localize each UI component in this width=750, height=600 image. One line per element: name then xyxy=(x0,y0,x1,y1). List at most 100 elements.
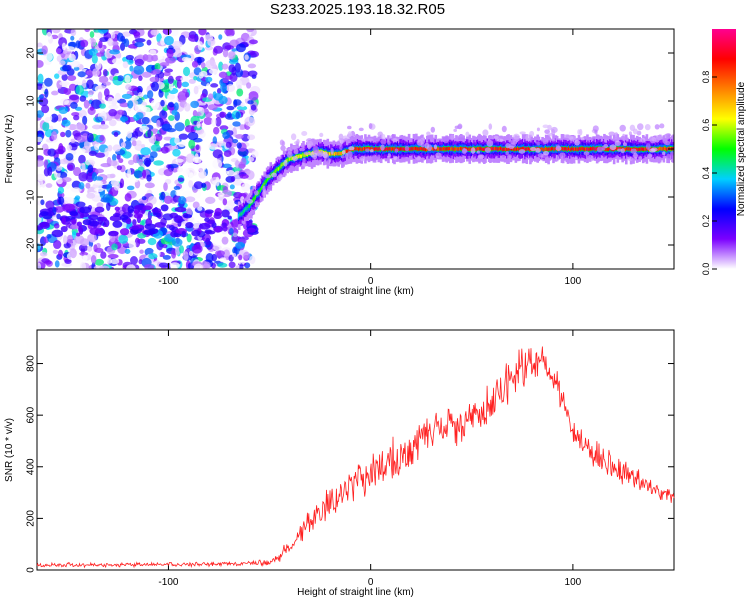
noise-blob xyxy=(228,261,236,269)
noise-blob xyxy=(139,125,150,133)
noise-blob xyxy=(69,223,79,230)
halo-blob xyxy=(574,139,581,146)
noise-blob xyxy=(59,98,70,105)
noise-blob xyxy=(158,262,169,268)
halo-blob xyxy=(416,139,423,146)
noise-blob xyxy=(185,222,194,229)
noise-blob xyxy=(160,204,169,212)
noise-blob xyxy=(41,104,50,114)
halo-blob xyxy=(365,148,370,152)
noise-blob xyxy=(174,122,185,132)
halo-blob xyxy=(591,136,595,140)
noise-blob xyxy=(113,181,121,191)
halo-blob xyxy=(358,127,364,132)
noise-blob xyxy=(76,232,81,237)
noise-blob xyxy=(86,79,94,90)
halo-blob xyxy=(600,156,605,161)
noise-blob xyxy=(99,134,105,141)
noise-blob xyxy=(222,48,229,58)
halo-blob xyxy=(296,138,300,145)
noise-blob xyxy=(102,68,108,77)
noise-blob xyxy=(197,206,203,211)
noise-blob xyxy=(185,91,190,98)
noise-blob xyxy=(45,183,53,188)
noise-blob xyxy=(70,35,75,41)
halo-blob xyxy=(442,136,450,144)
noise-blob xyxy=(198,222,211,230)
noise-blob xyxy=(91,54,98,64)
halo-blob xyxy=(649,136,657,144)
halo-blob xyxy=(465,131,470,137)
noise-blob xyxy=(247,156,255,162)
noise-blob xyxy=(53,223,60,229)
noise-blob xyxy=(196,85,204,90)
noise-blob xyxy=(154,62,161,70)
noise-blob xyxy=(59,158,69,165)
noise-blob xyxy=(152,105,158,111)
noise-blob xyxy=(111,101,117,107)
noise-blob xyxy=(179,245,185,254)
noise-blob xyxy=(120,142,127,148)
noise-blob xyxy=(141,71,152,78)
noise-blob xyxy=(163,168,173,177)
halo-blob xyxy=(286,151,293,158)
halo-blob xyxy=(647,153,653,159)
noise-blob xyxy=(228,124,233,131)
noise-blob xyxy=(40,199,45,206)
noise-blob xyxy=(232,127,237,137)
noise-blob xyxy=(197,41,204,51)
halo-blob xyxy=(519,131,526,135)
halo-blob xyxy=(306,141,314,148)
noise-blob xyxy=(107,37,114,47)
noise-blob xyxy=(215,176,220,187)
halo-blob xyxy=(360,155,366,162)
noise-blob xyxy=(89,31,95,38)
noise-blob xyxy=(98,40,103,49)
noise-blob xyxy=(38,97,49,107)
noise-blob xyxy=(126,264,136,269)
noise-blob xyxy=(203,111,213,118)
noise-blob xyxy=(101,211,112,217)
noise-blob xyxy=(208,104,215,110)
noise-blob xyxy=(125,84,132,90)
spec-xtick-label: -100 xyxy=(158,276,178,287)
noise-blob xyxy=(64,258,72,265)
noise-blob xyxy=(181,230,186,238)
noise-blob xyxy=(71,218,77,225)
halo-blob xyxy=(322,151,328,159)
noise-blob xyxy=(133,213,143,219)
halo-blob xyxy=(484,147,491,154)
halo-blob xyxy=(373,138,379,143)
noise-blob xyxy=(127,168,132,179)
halo-blob xyxy=(633,152,638,159)
halo-blob xyxy=(312,154,318,159)
noise-blob xyxy=(116,75,124,82)
noise-blob xyxy=(167,75,174,84)
noise-blob xyxy=(166,94,176,100)
halo-blob xyxy=(470,147,476,154)
noise-blob xyxy=(150,29,160,36)
noise-blob xyxy=(109,173,116,179)
noise-blob xyxy=(218,95,228,105)
noise-blob xyxy=(69,94,80,101)
noise-blob xyxy=(124,140,132,150)
noise-blob xyxy=(85,159,96,166)
noise-blob xyxy=(71,180,82,189)
noise-blob xyxy=(79,251,89,256)
halo-blob xyxy=(630,148,637,154)
colorbar-tick-label: 0.2 xyxy=(701,215,711,228)
noise-blob xyxy=(177,167,184,173)
noise-blob xyxy=(119,228,130,236)
halo-blob xyxy=(627,156,633,162)
noise-blob xyxy=(57,186,65,195)
halo-blob xyxy=(583,151,590,156)
noise-blob xyxy=(70,187,82,193)
halo-blob xyxy=(458,137,465,141)
halo-blob xyxy=(279,139,285,146)
halo-blob xyxy=(577,129,581,135)
noise-blob xyxy=(236,88,244,97)
noise-blob xyxy=(235,43,246,53)
noise-blob xyxy=(88,48,98,56)
halo-blob xyxy=(433,144,438,150)
noise-blob xyxy=(113,76,119,81)
